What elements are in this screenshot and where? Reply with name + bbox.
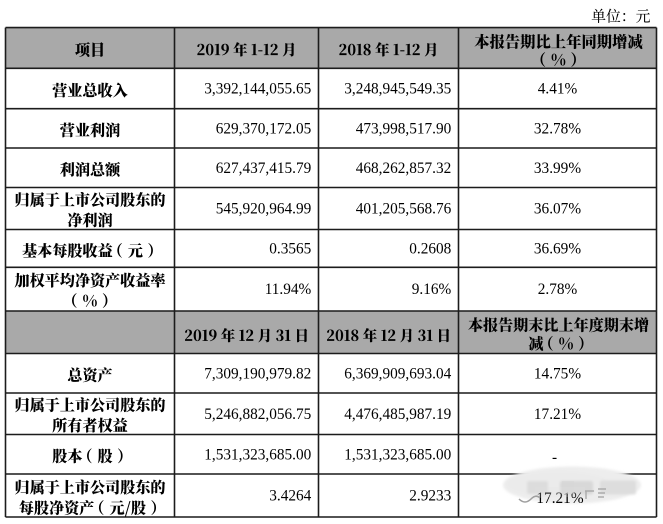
svg-text:0.2608: 0.2608 [409, 240, 451, 257]
svg-text:-: - [552, 449, 557, 466]
svg-text:36.07%: 36.07% [534, 201, 581, 218]
svg-text:11.94%: 11.94% [265, 281, 312, 298]
svg-text:36.69%: 36.69% [534, 240, 581, 257]
svg-text:2.78%: 2.78% [538, 281, 578, 298]
svg-text:545,920,964.99: 545,920,964.99 [216, 201, 312, 218]
svg-text:7,309,190,979.82: 7,309,190,979.82 [204, 365, 311, 382]
svg-text:0.3565: 0.3565 [269, 240, 311, 257]
svg-text:1,531,323,685.00: 1,531,323,685.00 [204, 446, 311, 463]
svg-text:2.9233: 2.9233 [409, 488, 451, 505]
svg-text:3,392,144,055.65: 3,392,144,055.65 [204, 81, 311, 98]
svg-text:473,998,517.90: 473,998,517.90 [356, 120, 452, 137]
svg-text:1,531,323,685.00: 1,531,323,685.00 [344, 446, 451, 463]
svg-text:468,262,857.32: 468,262,857.32 [356, 160, 452, 177]
svg-text:32.78%: 32.78% [534, 120, 581, 137]
svg-text:4.41%: 4.41% [538, 81, 578, 98]
svg-text:627,437,415.79: 627,437,415.79 [216, 160, 312, 177]
svg-text:5,246,882,056.75: 5,246,882,056.75 [204, 406, 311, 423]
svg-text:3.4264: 3.4264 [269, 488, 311, 505]
svg-text:629,370,172.05: 629,370,172.05 [216, 120, 312, 137]
svg-text:401,205,568.76: 401,205,568.76 [356, 201, 452, 218]
svg-text:3,248,945,549.35: 3,248,945,549.35 [344, 81, 451, 98]
svg-text:33.99%: 33.99% [534, 160, 581, 177]
svg-text:4,476,485,987.19: 4,476,485,987.19 [344, 406, 451, 423]
svg-text:6,369,909,693.04: 6,369,909,693.04 [344, 365, 451, 382]
svg-text:9.16%: 9.16% [412, 281, 452, 298]
svg-text:17.21%: 17.21% [534, 406, 581, 423]
svg-text:14.75%: 14.75% [534, 365, 581, 382]
